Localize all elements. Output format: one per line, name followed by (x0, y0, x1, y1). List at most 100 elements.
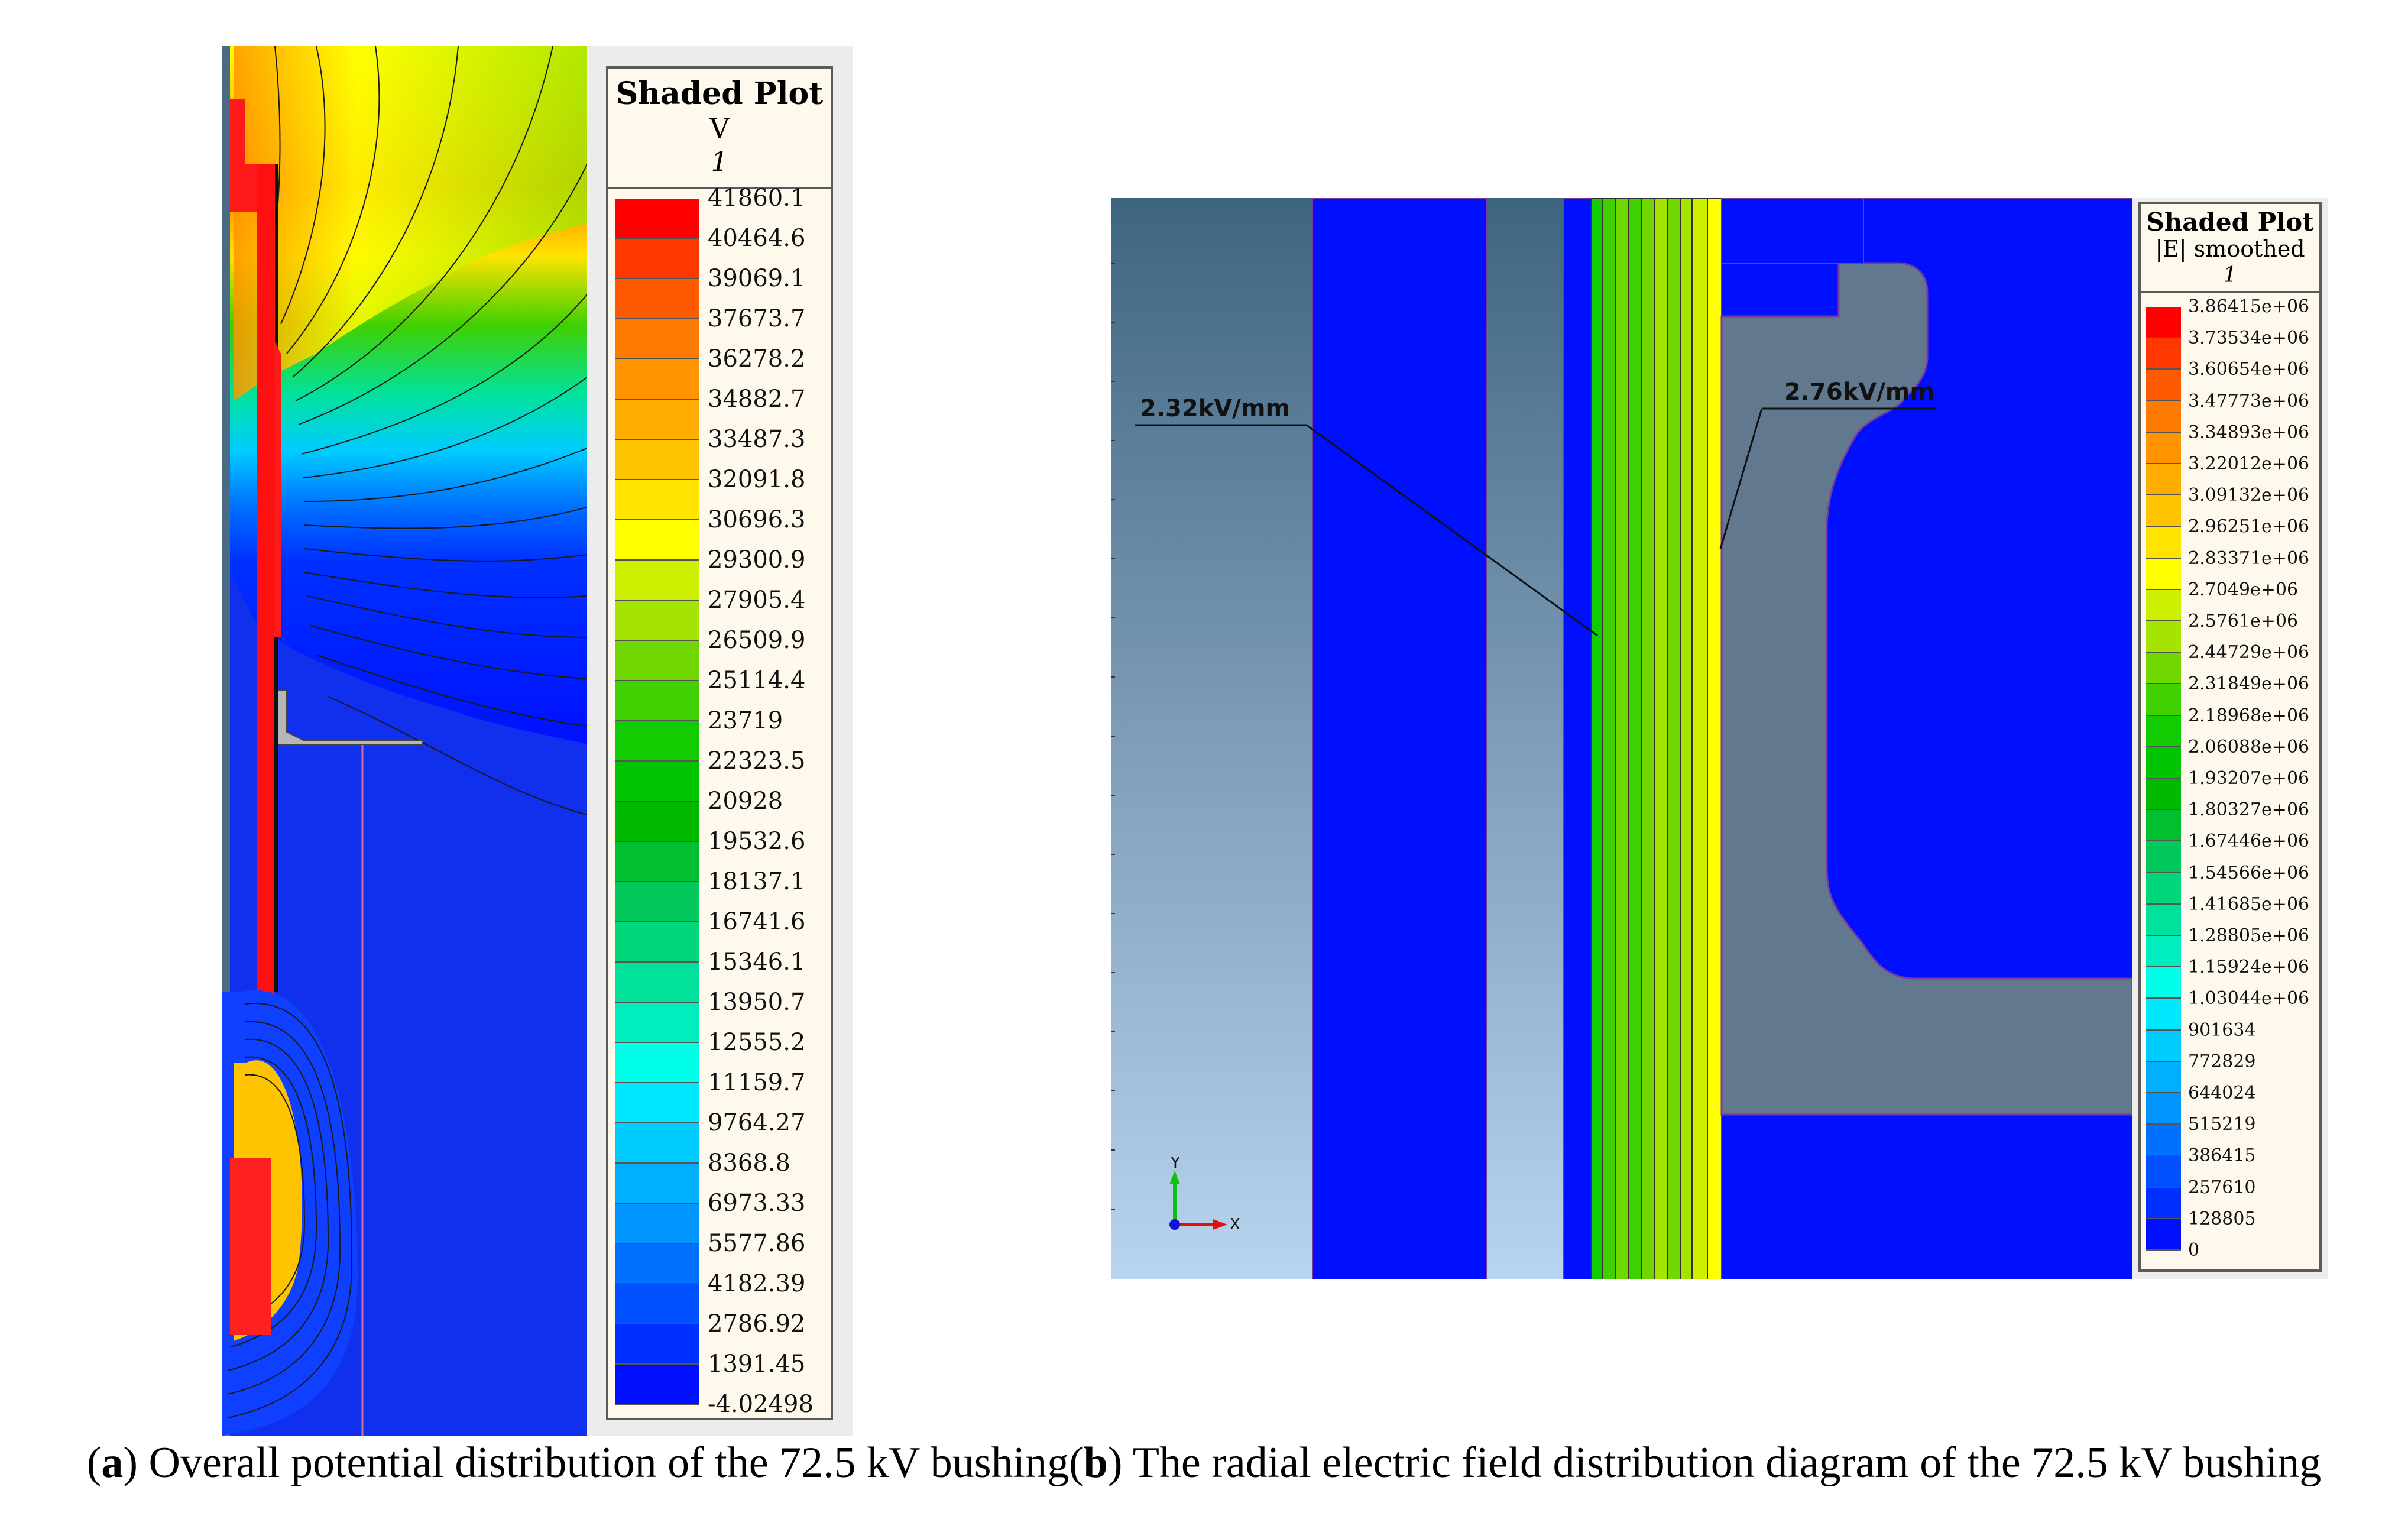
legend-value-label: 3.09132e+06 (2188, 485, 2310, 506)
legend-value-label: 9764.27 (708, 1109, 806, 1136)
legend-separator (2141, 291, 2319, 293)
legend-swatch (2146, 589, 2181, 621)
legend-value-label: 257610 (2188, 1177, 2256, 1198)
legend-swatch (615, 802, 699, 842)
legend-swatch (2146, 1156, 2181, 1188)
legend-swatch (615, 279, 699, 319)
legend-value-label: 1.15924e+06 (2188, 957, 2310, 978)
legend-value-label: 20928 (708, 788, 783, 815)
legend-swatch (615, 601, 699, 641)
legend-value-label: 3.86415e+06 (2188, 296, 2310, 317)
annotation-left-leader (1306, 424, 1598, 637)
legend-swatch (615, 1123, 699, 1164)
legend-swatch (2146, 558, 2181, 590)
axis-ticks (1111, 263, 1115, 1210)
legend-swatch (2146, 1030, 2181, 1062)
legend-value-label: 772829 (2188, 1051, 2256, 1072)
legend-swatch (615, 520, 699, 561)
legend-value-label: 1.03044e+06 (2188, 988, 2310, 1009)
legend-swatch (615, 480, 699, 520)
field-legend-box: Shaded Plot |E| smoothed 1 3.86415e+06 3.… (2138, 202, 2322, 1272)
legend-swatch (2146, 432, 2181, 464)
upper-terminal-shape (230, 99, 281, 637)
legend-value-label: 2.31849e+06 (2188, 673, 2310, 695)
legend-value-label: 3.34893e+06 (2188, 422, 2310, 443)
legend-swatch (2146, 936, 2181, 968)
legend-value-label: 515219 (2188, 1114, 2256, 1135)
legend-value-label: 2.96251e+06 (2188, 516, 2310, 537)
legend-value-label: -4.02498 (708, 1391, 814, 1418)
legend-value-label: 41860.1 (708, 184, 806, 212)
legend-value-label: 29300.9 (708, 546, 806, 574)
legend-swatch (615, 359, 699, 400)
legend-value-label: 901634 (2188, 1019, 2256, 1041)
legend-swatch (615, 721, 699, 762)
legend-swatch (2146, 464, 2181, 496)
legend-swatch (615, 199, 699, 239)
annotation-right-leader (1719, 408, 1763, 549)
legend-value-label: 2.18968e+06 (2188, 705, 2310, 726)
potential-top-band (234, 46, 587, 401)
equipotential-lines-lower (227, 1003, 353, 1418)
legend-separator (608, 187, 831, 189)
legend-swatch (615, 1204, 699, 1244)
legend-swatch (615, 963, 699, 1003)
legend-swatch (2146, 401, 2181, 433)
legend-swatch (615, 1083, 699, 1123)
axis-x-label: X (1230, 1216, 1240, 1233)
legend-value-label: 3.73534e+06 (2188, 328, 2310, 349)
legend-value-label: 33487.3 (708, 426, 806, 453)
legend-swatch (615, 1164, 699, 1204)
legend-swatch (615, 1003, 699, 1043)
legend-swatch (2146, 779, 2181, 811)
legend-swatch (615, 1324, 699, 1365)
axis-y-label: Y (1171, 1154, 1180, 1172)
legend-swatch (615, 400, 699, 440)
legend-value-label: 23719 (708, 707, 783, 734)
legend-value-label: 19532.6 (708, 828, 806, 855)
legend-value-label: 30696.3 (708, 506, 806, 533)
legend-swatch (615, 440, 699, 480)
legend-swatch (2146, 1061, 2181, 1093)
legend-value-label: 8368.8 (708, 1149, 790, 1177)
legend-value-label: 1.41685e+06 (2188, 893, 2310, 915)
flange-shape (1720, 262, 2132, 1116)
legend-swatch (2146, 999, 2181, 1031)
tube-region (1563, 198, 1592, 1279)
conductor-strip (257, 164, 274, 1110)
annotation-right-label: 2.76kV/mm (1784, 378, 1935, 406)
legend-value-label: 2.06088e+06 (2188, 736, 2310, 757)
legend-swatch (615, 1043, 699, 1083)
legend-swatch (2146, 1187, 2181, 1219)
legend-value-label: 5577.86 (708, 1230, 806, 1257)
axis-triad-icon (1169, 1171, 1227, 1230)
legend-swatch (615, 641, 699, 681)
legend-value-label: 644024 (2188, 1083, 2256, 1103)
legend-case: 1 (711, 145, 728, 177)
caption-a-letter: a (101, 1439, 124, 1487)
legend-value-label: 12555.2 (708, 1029, 806, 1056)
legend-swatch (615, 561, 699, 601)
legend-quantity: V (709, 112, 730, 144)
legend-swatch (2146, 873, 2181, 905)
legend-swatch (2146, 841, 2181, 873)
legend-value-label: 128805 (2188, 1208, 2256, 1229)
legend-swatch (615, 1284, 699, 1324)
legend-swatch (615, 681, 699, 721)
legend-title: Shaded Plot (2146, 208, 2314, 237)
legend-value-label: 3.22012e+06 (2188, 453, 2310, 474)
legend-value-label: 13950.7 (708, 989, 806, 1016)
legend-swatch (2146, 904, 2181, 936)
legend-value-label: 2.7049e+06 (2188, 579, 2299, 600)
legend-value-label: 386415 (2188, 1145, 2256, 1167)
legend-swatch (615, 319, 699, 359)
legend-swatch (615, 1244, 699, 1284)
legend-value-label: 2786.92 (708, 1310, 806, 1337)
legend-value-label: 1.67446e+06 (2188, 831, 2310, 852)
legend-value-label: 22323.5 (708, 747, 806, 775)
legend-value-label: 34882.7 (708, 386, 806, 413)
legend-case: 1 (2223, 263, 2237, 287)
legend-quantity: |E| smoothed (2155, 236, 2305, 262)
legend-value-label: 4182.39 (708, 1270, 806, 1297)
legend-value-label: 1.54566e+06 (2188, 862, 2310, 883)
